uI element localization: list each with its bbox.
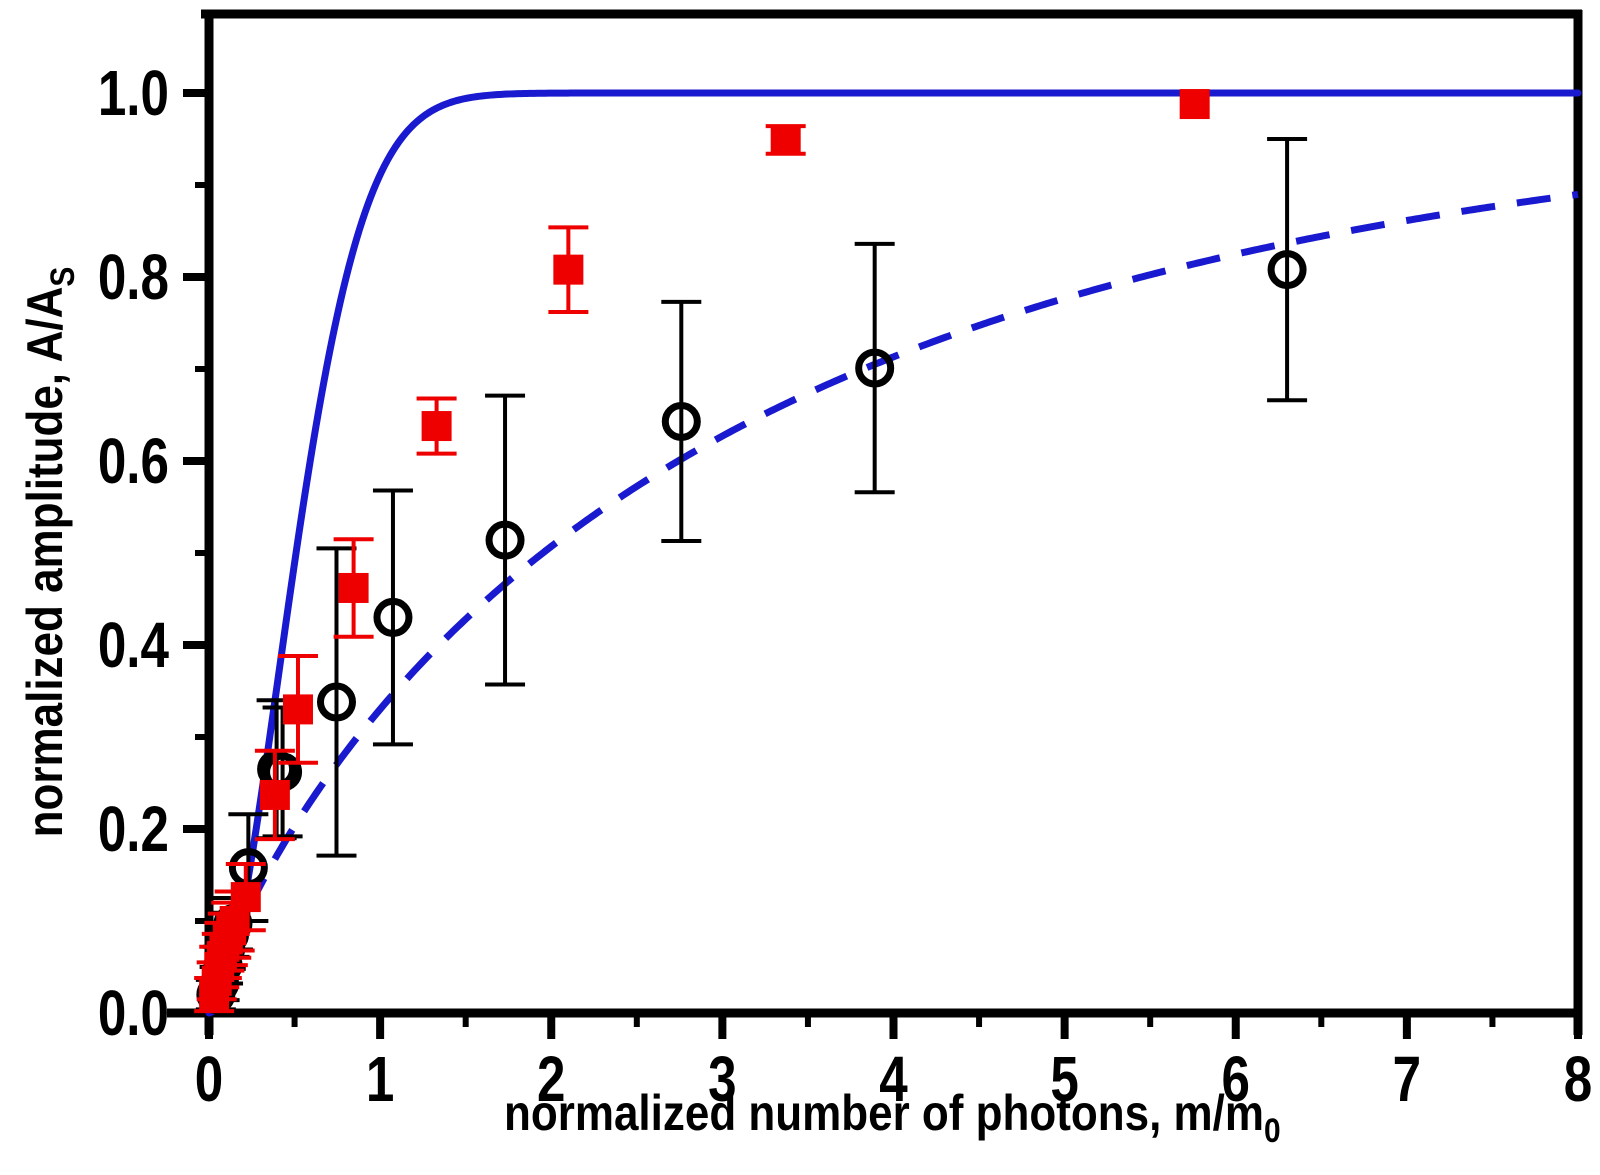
x-tick-label: 0 — [195, 1045, 223, 1116]
fit-curve-dashed — [205, 190, 1579, 1014]
x-tick-label: 4 — [879, 1045, 907, 1116]
x-tick-label: 3 — [708, 1045, 736, 1116]
data-point-open-circle — [373, 597, 413, 637]
x-tick-label: 8 — [1564, 1045, 1592, 1116]
data-point-red-square — [770, 124, 801, 155]
data-point-open-circle — [661, 401, 701, 441]
x-tick-label: 2 — [537, 1045, 565, 1116]
fit-curves — [205, 89, 1582, 1017]
y-tick-label: 0.8 — [98, 243, 169, 314]
axis-tick-labels: 0 1 2 3 4 5 6 7 8 0.0 0.2 0.4 0.6 0.8 1.0 — [98, 59, 1592, 1116]
data-point-red-square — [338, 572, 369, 603]
data-point-red-square — [259, 779, 290, 810]
x-tick-label: 5 — [1050, 1045, 1078, 1116]
series-red-squares — [194, 89, 1210, 1014]
axis-titles: normalized number of photons, m/m0 norma… — [16, 267, 1280, 1150]
x-tick-label: 6 — [1222, 1045, 1250, 1116]
y-tick-label: 0.6 — [98, 427, 169, 498]
y-tick-label: 0.0 — [98, 979, 169, 1050]
fit-curve-solid — [205, 89, 1582, 1017]
axis-frame — [167, 9, 1583, 1035]
x-tick-label: 7 — [1393, 1045, 1421, 1116]
y-axis-title: normalized amplitude, A/AS — [16, 267, 81, 838]
axis-ticks — [183, 89, 1582, 1039]
data-point-red-square — [282, 694, 313, 725]
data-point-open-circle — [1267, 250, 1307, 290]
data-point-red-square — [421, 411, 452, 442]
y-tick-label: 1.0 — [98, 59, 169, 130]
x-axis-title: normalized number of photons, m/m0 — [504, 1084, 1281, 1149]
y-tick-label: 0.2 — [98, 795, 169, 866]
y-tick-label: 0.4 — [98, 611, 169, 682]
x-tick-label: 1 — [366, 1045, 394, 1116]
data-point-red-square — [553, 254, 584, 285]
data-point-open-circle — [316, 682, 356, 722]
data-point-open-circle — [485, 520, 525, 560]
data-point-red-square — [1179, 89, 1210, 120]
data-point-red-square — [230, 882, 261, 913]
data-point-open-circle — [855, 348, 895, 388]
